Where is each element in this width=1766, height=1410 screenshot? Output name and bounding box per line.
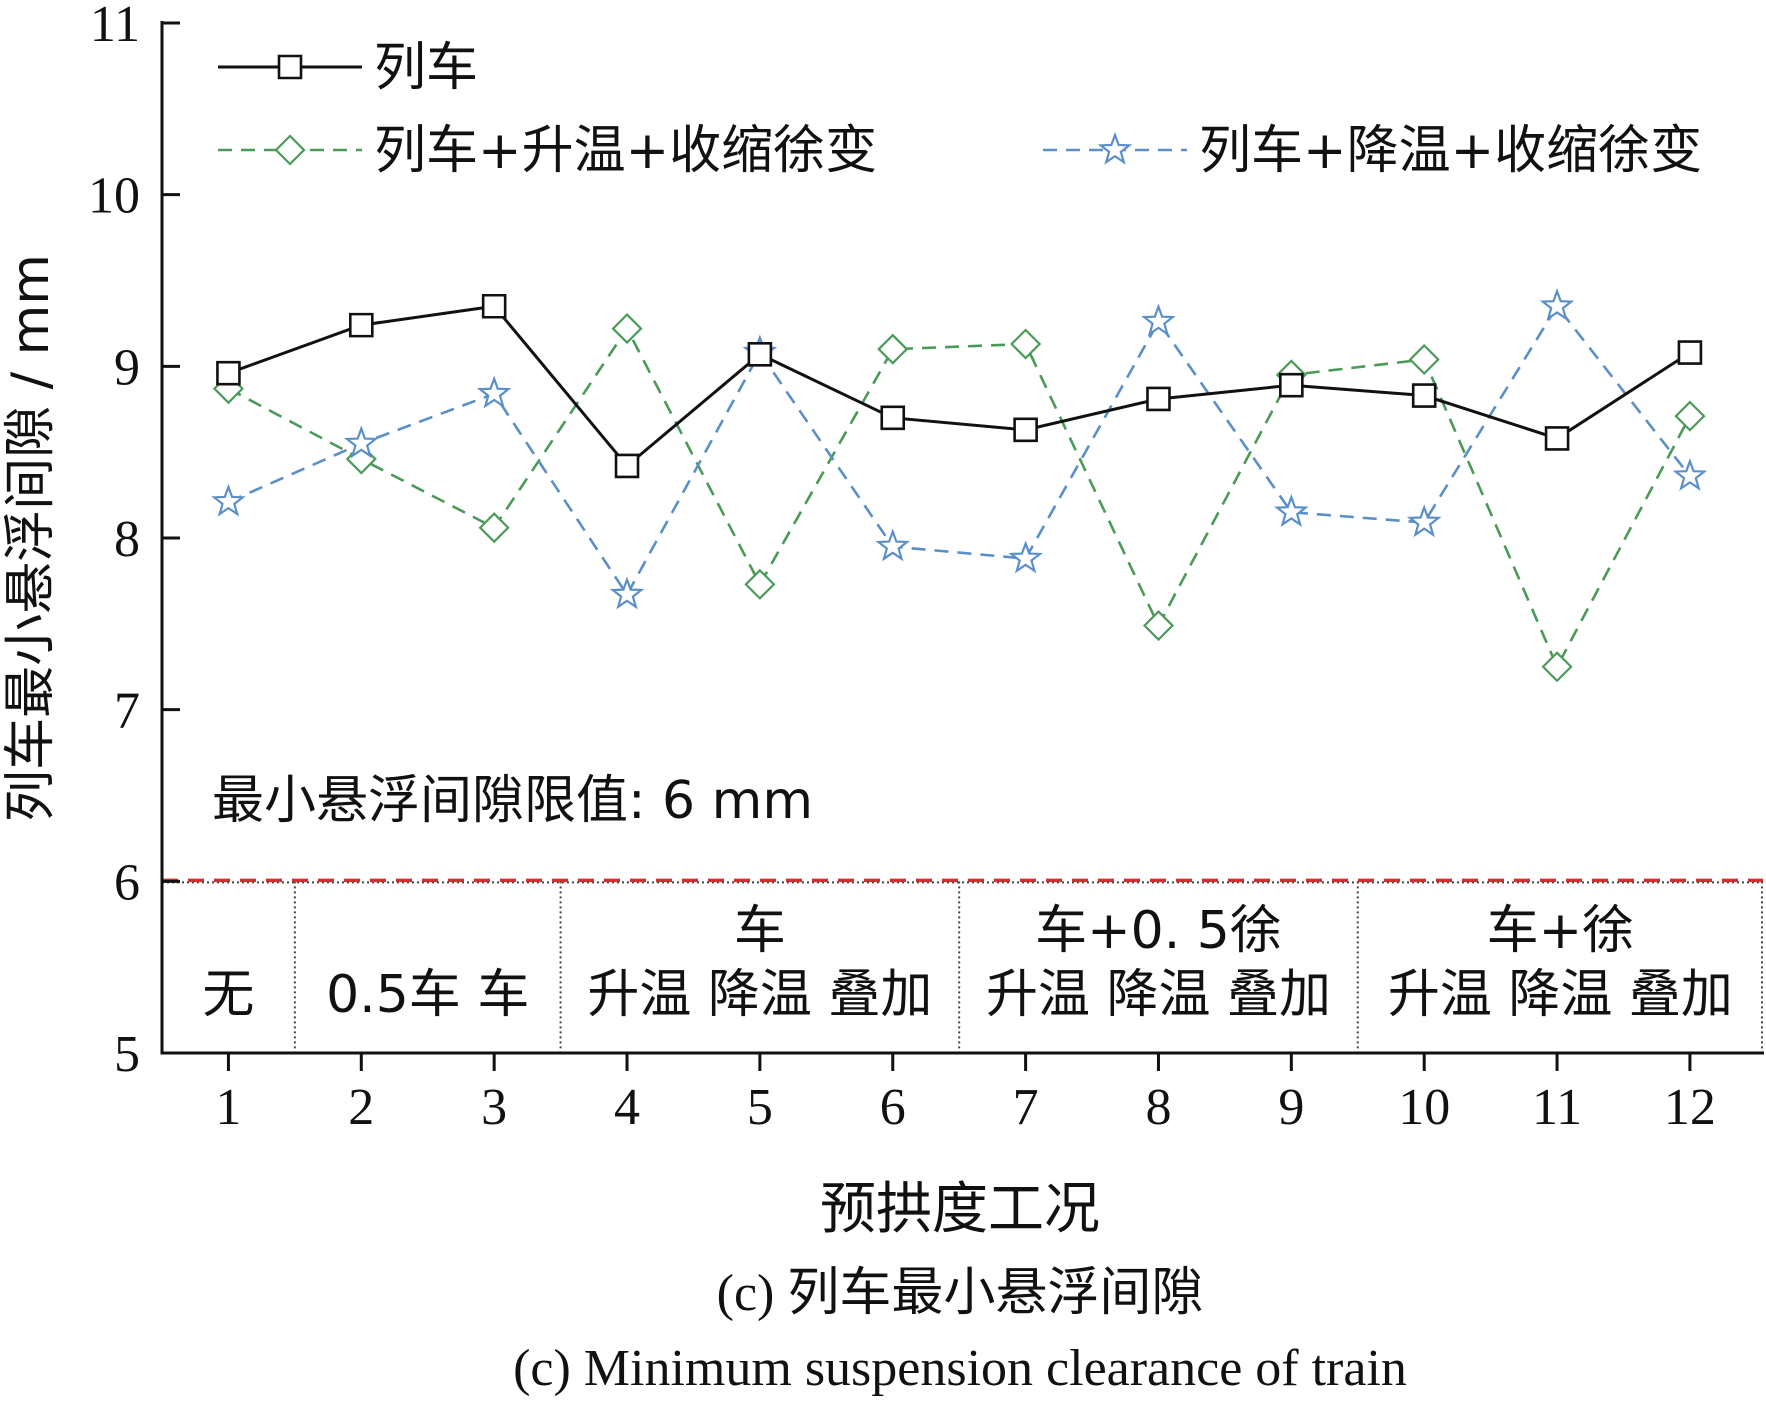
x-tick-label: 7 xyxy=(1013,1079,1039,1136)
data-point xyxy=(1008,540,1043,574)
data-point xyxy=(1677,340,1703,365)
x-axis-label: 预拱度工况 xyxy=(820,1177,1100,1242)
condition-group-title: 车 xyxy=(734,901,786,961)
y-tick-label: 5 xyxy=(114,1026,140,1083)
y-tick-label: 9 xyxy=(114,339,140,396)
y-tick-label: 8 xyxy=(114,511,140,568)
condition-group-title: 车+0. 5徐 xyxy=(1035,901,1282,961)
data-point xyxy=(1274,494,1309,527)
x-tick-label: 4 xyxy=(614,1079,640,1136)
condition-group-labels: 0.5车 车 xyxy=(326,965,529,1025)
labels: 列车最小悬浮间隙 / mm 预拱度工况 (c) 列车最小悬浮间隙 (c) Min… xyxy=(1,254,1407,1397)
legend-label: 列车+降温+收缩徐变 xyxy=(1199,121,1702,181)
series-line xyxy=(227,303,1691,598)
x-tick-label: 5 xyxy=(747,1079,773,1136)
condition-group-labels: 无 xyxy=(202,965,254,1025)
data-point xyxy=(211,483,246,517)
x-tick-label: 1 xyxy=(215,1079,241,1136)
series-3 xyxy=(211,288,1708,610)
series-2 xyxy=(212,313,1706,683)
legend-entry-3: 列车+降温+收缩徐变 xyxy=(1043,121,1702,181)
data-point xyxy=(1674,400,1706,432)
data-point xyxy=(1142,609,1175,642)
series-1 xyxy=(216,293,1703,479)
legend-label: 列车 xyxy=(374,38,478,98)
data-point xyxy=(1146,386,1171,412)
data-point xyxy=(481,293,507,319)
y-axis-label: 列车最小悬浮间隙 / mm xyxy=(1,254,61,822)
data-point xyxy=(1541,651,1573,683)
legend-marker xyxy=(274,134,306,166)
x-tick-label: 6 xyxy=(880,1079,906,1136)
x-tick-label: 2 xyxy=(348,1079,374,1136)
y-tick-label: 6 xyxy=(114,854,140,911)
x-tick-label: 9 xyxy=(1278,1079,1304,1136)
limit-annotation: 最小悬浮间隙限值: 6 mm xyxy=(212,771,813,831)
data-point xyxy=(216,360,241,386)
data-point xyxy=(1013,417,1038,443)
data-point xyxy=(880,405,906,431)
x-tick-label: 3 xyxy=(481,1079,507,1136)
data-point xyxy=(614,453,640,479)
data-point xyxy=(1406,504,1442,538)
data-point xyxy=(1411,383,1437,408)
data-point xyxy=(476,375,512,409)
data-point xyxy=(1010,328,1042,360)
data-point xyxy=(1539,288,1575,321)
data-point xyxy=(609,576,645,610)
caption-chinese: (c) 列车最小悬浮间隙 xyxy=(717,1265,1204,1322)
x-tick-label: 12 xyxy=(1664,1079,1716,1136)
data-point xyxy=(877,333,909,365)
legend-marker xyxy=(1097,131,1133,165)
data-point xyxy=(611,313,643,345)
x-tick-label: 10 xyxy=(1398,1079,1450,1136)
legend-marker xyxy=(277,54,303,80)
data-point xyxy=(1279,372,1304,398)
condition-group-labels: 升温 降温 叠加 xyxy=(1388,965,1733,1025)
legend-entry-2: 列车+升温+收缩徐变 xyxy=(218,121,877,181)
data-point xyxy=(348,312,374,338)
data-point xyxy=(875,528,911,562)
condition-group-labels: 升温 降温 叠加 xyxy=(587,965,932,1025)
data-point xyxy=(747,342,773,367)
condition-group-labels: 升温 降温 叠加 xyxy=(986,965,1331,1025)
y-tick-label: 7 xyxy=(114,683,140,740)
data-point xyxy=(1544,426,1570,451)
data-point xyxy=(1141,303,1176,337)
data-point xyxy=(1672,457,1708,491)
series-line xyxy=(227,326,1692,670)
data-point xyxy=(744,568,776,600)
data-point xyxy=(1408,343,1440,376)
x-tick-label: 11 xyxy=(1532,1079,1582,1136)
y-tick-label: 10 xyxy=(88,168,140,225)
series-line xyxy=(227,304,1691,469)
data-point xyxy=(343,425,379,459)
legend-entry-1: 列车 xyxy=(218,38,478,98)
y-tick-label: 11 xyxy=(90,0,140,53)
legend-label: 列车+升温+收缩徐变 xyxy=(374,121,877,181)
data-point xyxy=(478,512,510,544)
series-layer xyxy=(211,288,1708,683)
condition-group-title: 车+徐 xyxy=(1487,901,1635,961)
x-tick-label: 8 xyxy=(1145,1079,1171,1136)
caption-english: (c) Minimum suspension clearance of trai… xyxy=(513,1340,1407,1397)
